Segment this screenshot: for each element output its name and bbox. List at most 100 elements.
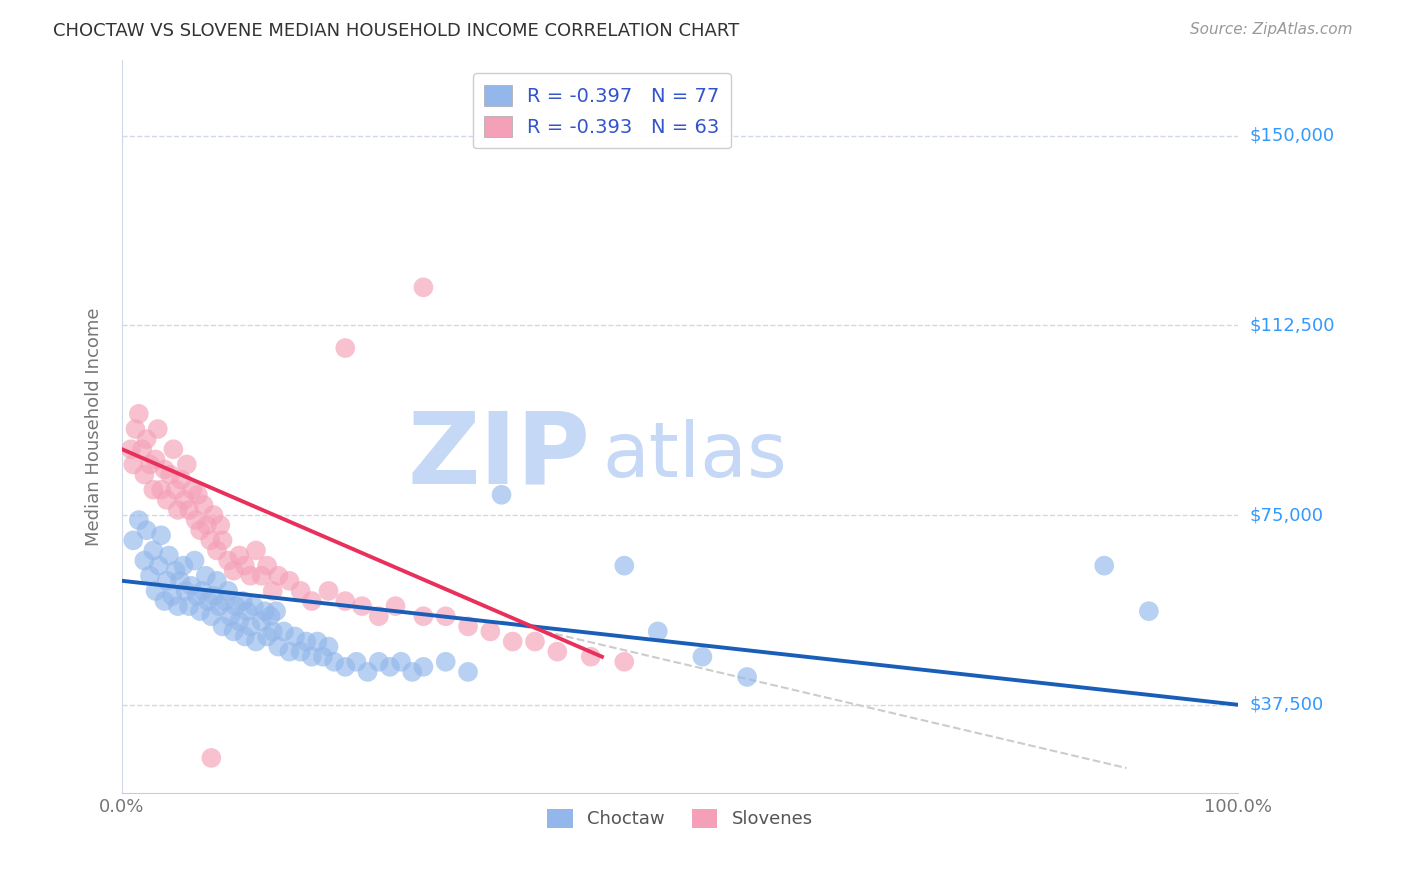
Point: [335, 341, 357, 355]
Point: [134, 467, 156, 482]
Point: [139, 458, 162, 472]
Point: [174, 583, 197, 598]
Point: [202, 508, 225, 522]
Point: [290, 583, 312, 598]
Point: [157, 549, 180, 563]
Point: [188, 604, 211, 618]
Point: [166, 503, 188, 517]
Text: atlas: atlas: [602, 419, 787, 492]
Point: [412, 660, 434, 674]
Point: [401, 665, 423, 679]
Point: [122, 533, 145, 548]
Point: [205, 574, 228, 588]
Point: [145, 583, 167, 598]
Point: [184, 513, 207, 527]
Point: [1137, 604, 1160, 618]
Text: $112,500: $112,500: [1250, 317, 1334, 334]
Point: [222, 624, 245, 639]
Point: [253, 604, 276, 618]
Point: [256, 558, 278, 573]
Point: [135, 432, 157, 446]
Point: [193, 498, 215, 512]
Point: [170, 473, 193, 487]
Point: [295, 634, 318, 648]
Point: [166, 599, 188, 614]
Point: [208, 599, 231, 614]
Point: [122, 458, 145, 472]
Point: [367, 655, 389, 669]
Point: [134, 553, 156, 567]
Point: [273, 624, 295, 639]
Point: [165, 483, 187, 497]
Legend: Choctaw, Slovenes: Choctaw, Slovenes: [540, 802, 820, 836]
Point: [162, 589, 184, 603]
Point: [613, 558, 636, 573]
Point: [259, 609, 281, 624]
Point: [579, 649, 602, 664]
Point: [195, 518, 218, 533]
Point: [262, 583, 284, 598]
Point: [356, 665, 378, 679]
Point: [307, 634, 329, 648]
Point: [318, 640, 340, 654]
Text: CHOCTAW VS SLOVENE MEDIAN HOUSEHOLD INCOME CORRELATION CHART: CHOCTAW VS SLOVENE MEDIAN HOUSEHOLD INCO…: [53, 22, 740, 40]
Text: $37,500: $37,500: [1250, 696, 1323, 714]
Point: [202, 589, 225, 603]
Point: [200, 609, 222, 624]
Point: [335, 660, 357, 674]
Point: [502, 634, 524, 648]
Point: [188, 523, 211, 537]
Point: [232, 594, 254, 608]
Point: [692, 649, 714, 664]
Point: [350, 599, 373, 614]
Point: [613, 655, 636, 669]
Point: [172, 558, 194, 573]
Point: [169, 574, 191, 588]
Point: [120, 442, 142, 457]
Point: [301, 594, 323, 608]
Point: [278, 574, 301, 588]
Point: [312, 649, 335, 664]
Point: [412, 280, 434, 294]
Point: [250, 615, 273, 629]
Point: [290, 645, 312, 659]
Y-axis label: Median Household Income: Median Household Income: [86, 307, 103, 546]
Point: [434, 655, 457, 669]
Point: [524, 634, 547, 648]
Point: [177, 599, 200, 614]
Point: [239, 619, 262, 633]
Point: [200, 751, 222, 765]
Point: [412, 609, 434, 624]
Point: [225, 599, 247, 614]
Point: [139, 568, 162, 582]
Point: [191, 583, 214, 598]
Point: [128, 513, 150, 527]
Point: [150, 528, 173, 542]
Point: [176, 458, 198, 472]
Point: [165, 564, 187, 578]
Point: [211, 619, 233, 633]
Point: [262, 624, 284, 639]
Point: [177, 503, 200, 517]
Point: [156, 574, 179, 588]
Point: [153, 462, 176, 476]
Point: [211, 533, 233, 548]
Point: [194, 568, 217, 582]
Point: [389, 655, 412, 669]
Point: [735, 670, 758, 684]
Point: [239, 568, 262, 582]
Point: [384, 599, 406, 614]
Point: [457, 619, 479, 633]
Point: [187, 488, 209, 502]
Point: [142, 483, 165, 497]
Point: [173, 492, 195, 507]
Point: [233, 630, 256, 644]
Point: [142, 543, 165, 558]
Point: [335, 594, 357, 608]
Text: $75,000: $75,000: [1250, 506, 1323, 524]
Point: [278, 645, 301, 659]
Point: [228, 615, 250, 629]
Point: [148, 558, 170, 573]
Point: [284, 630, 307, 644]
Point: [267, 640, 290, 654]
